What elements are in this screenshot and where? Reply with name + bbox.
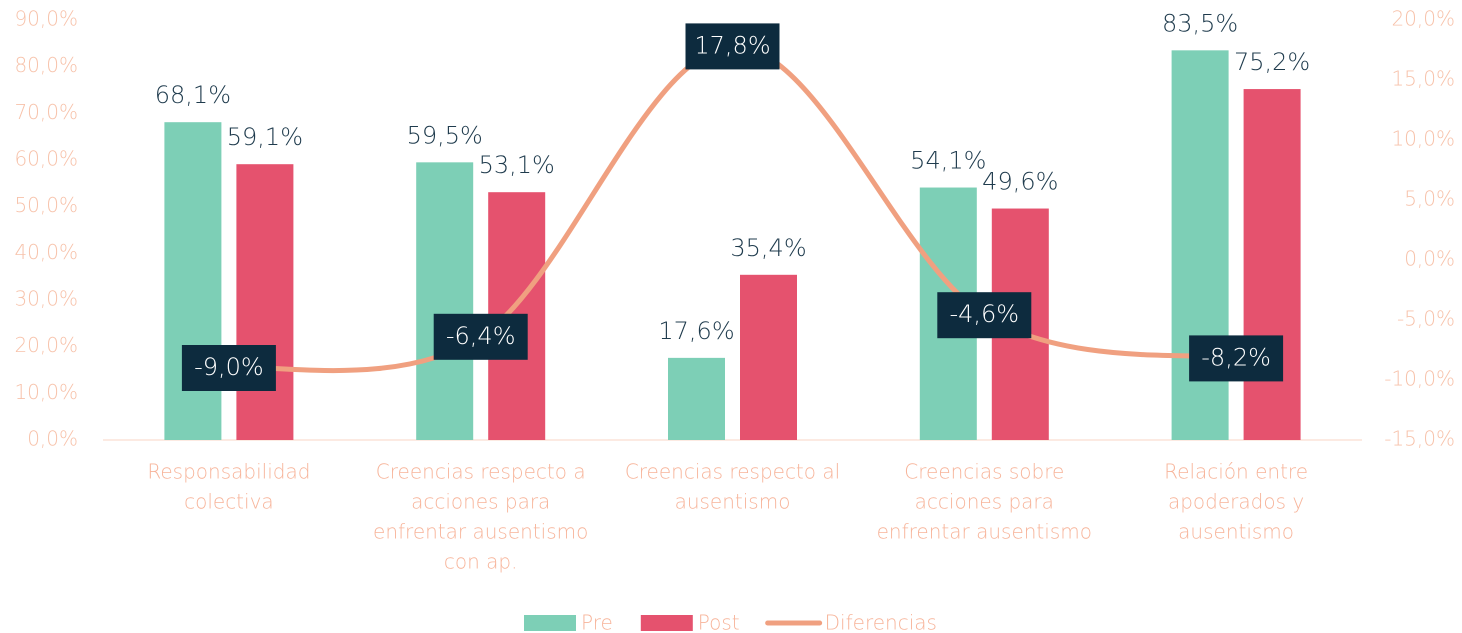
bar [1171,50,1229,440]
data-label: 49,6% [982,168,1058,196]
data-label: 59,5% [407,121,483,149]
y-tick-label: 90,0% [14,7,78,31]
data-label: -6,4% [446,322,516,350]
legend-label: Post [698,611,740,633]
legend-label: Pre [581,611,613,633]
data-label-box [937,292,1032,339]
x-tick-label: Creencias respecto a [376,460,586,484]
data-label-box [1189,335,1284,382]
x-tick-label: enfrentar ausentismo [373,520,588,544]
y-tick-label: 80,0% [14,53,78,77]
data-label: 75,2% [1234,48,1310,76]
y2-tick-label: 20,0% [1391,7,1455,31]
data-label: 17,6% [658,317,734,345]
legend-swatch [640,615,693,631]
x-tick-label: Creencias sobre [904,460,1064,484]
bar [1243,89,1301,441]
x-tick-label: acciones para [915,490,1054,514]
y-tick-label: 60,0% [14,147,78,171]
x-tick-label: con ap. [444,550,518,574]
data-label: 83,5% [1162,9,1238,37]
x-tick-label: acciones para [411,490,550,514]
data-label: 68,1% [155,81,231,109]
bar [164,122,222,440]
data-label-box [433,313,528,360]
x-tick-label: apoderados y [1168,490,1304,514]
legend-label: Diferencias [825,611,937,633]
data-label: 35,4% [730,234,806,262]
y-tick-label: 20,0% [14,333,78,357]
x-tick-label: colectiva [184,490,274,514]
y2-tick-label: 10,0% [1391,127,1455,151]
y2-tick-label: -5,0% [1397,307,1455,331]
bar [740,274,797,440]
y-tick-label: 70,0% [14,100,78,124]
bar [668,357,725,440]
data-label-box [685,23,780,70]
y2-tick-label: -15,0% [1384,427,1455,451]
data-label: 54,1% [910,147,986,175]
y-tick-label: 30,0% [14,287,78,311]
data-label: -9,0% [194,353,264,381]
y2-tick-label: 15,0% [1391,67,1455,91]
bar [236,164,294,440]
x-tick-label: Relación entre [1164,460,1308,484]
y2-tick-label: 5,0% [1404,187,1455,211]
data-label: 59,1% [227,123,303,151]
x-tick-label: Creencias respecto al [625,460,840,484]
data-label: 53,1% [479,151,555,179]
data-label: -4,6% [949,300,1019,328]
legend-swatch [524,615,576,631]
y-tick-label: 10,0% [14,380,78,404]
y-tick-label: 50,0% [14,193,78,217]
y-tick-label: 40,0% [14,240,78,264]
x-tick-label: ausentismo [675,490,791,514]
y2-tick-label: -10,0% [1384,367,1455,391]
x-tick-label: ausentismo [1178,520,1294,544]
x-tick-label: Responsabilidad [147,460,310,484]
bar [416,162,474,441]
data-label: 17,8% [694,31,770,59]
x-tick-label: enfrentar ausentismo [877,520,1092,544]
y2-tick-label: 0,0% [1404,247,1455,271]
data-label-box [181,345,276,391]
y-tick-label: 0,0% [27,427,78,451]
data-label: -8,2% [1201,343,1271,371]
